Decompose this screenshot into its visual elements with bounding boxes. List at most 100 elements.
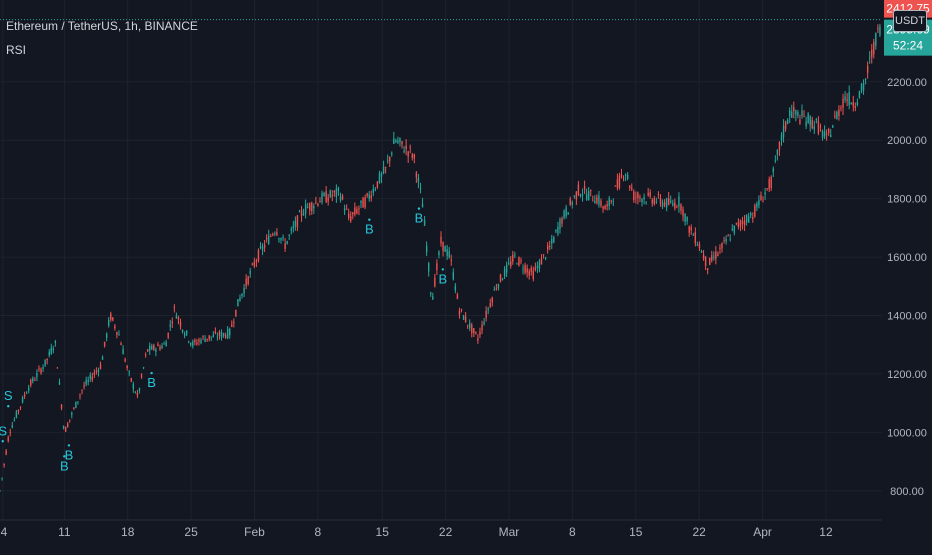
candle-body	[434, 277, 436, 287]
candle-body	[58, 382, 61, 385]
candle-body	[42, 367, 44, 369]
candle-body	[499, 274, 502, 282]
candle-body	[495, 288, 498, 290]
candle-body	[366, 193, 368, 196]
candle-body	[760, 195, 762, 201]
indicator-label[interactable]: RSI	[6, 43, 27, 57]
candle-body	[21, 397, 24, 403]
time-axis[interactable]: 4 11 18 25 Feb 8 15 22 Mar 8 15 22 Apr 12	[0, 519, 882, 539]
candle-body	[382, 166, 385, 174]
candle-body	[411, 154, 413, 158]
candle-body	[233, 322, 235, 324]
time-tick-label: 22	[439, 525, 453, 539]
candle-body	[612, 200, 614, 202]
candle-body	[858, 91, 861, 98]
candle-body	[237, 299, 239, 307]
candle-body	[583, 186, 586, 190]
candle-body	[834, 115, 836, 117]
candle-body	[620, 174, 623, 177]
candle-body	[73, 407, 75, 409]
candle-body	[614, 185, 617, 187]
candle-body	[524, 265, 526, 273]
candle-body	[421, 203, 424, 208]
candle-body	[661, 202, 664, 207]
candle-body	[9, 432, 11, 433]
candle-body	[575, 191, 578, 200]
candle-body	[146, 349, 149, 352]
candles	[0, 23, 881, 492]
candle-body	[739, 220, 742, 227]
buy-signal-label: B	[65, 447, 74, 462]
candle-body	[292, 226, 295, 229]
candle-body	[54, 340, 57, 343]
candle-body	[864, 78, 867, 80]
candle-body	[196, 342, 198, 345]
candle-body	[756, 203, 758, 208]
candle-body	[118, 334, 120, 336]
time-tick-label: 15	[629, 525, 643, 539]
candle-body	[546, 245, 549, 250]
time-tick-label: 4	[1, 525, 8, 539]
candle-body	[403, 150, 405, 153]
candle-body	[399, 138, 401, 143]
candle-body	[573, 195, 576, 197]
candle-body	[862, 83, 865, 91]
candle-body	[709, 257, 711, 265]
candle-body	[138, 388, 141, 391]
candle-body	[251, 263, 253, 265]
candle-body	[136, 393, 139, 396]
currency-unit-button[interactable]: USDT	[893, 10, 927, 32]
candle-body	[758, 200, 760, 206]
candle-body	[626, 174, 629, 179]
candle-body	[0, 490, 1, 492]
candle-body	[99, 364, 102, 369]
candle-body	[276, 232, 278, 235]
candle-body	[844, 96, 846, 100]
symbol-title[interactable]: Ethereum / TetherUS, 1h, BINANCE	[6, 19, 198, 33]
candle-body	[706, 268, 709, 270]
candle-body	[52, 348, 55, 351]
candle-body	[684, 213, 686, 222]
candle-body	[294, 220, 297, 227]
candle-body	[464, 316, 467, 323]
price-tick-label: 1400.00	[887, 311, 927, 323]
candle-body	[555, 229, 557, 232]
candle-body	[440, 236, 442, 244]
candle-body	[606, 204, 608, 207]
candle-body	[655, 201, 658, 203]
candle-body	[657, 194, 660, 196]
candle-body	[1, 477, 3, 479]
candle-body	[165, 341, 167, 347]
candle-body	[46, 358, 48, 361]
time-tick-label: 15	[376, 525, 390, 539]
candle-body	[534, 267, 537, 271]
candle-body	[89, 374, 91, 379]
candle-body	[522, 268, 524, 270]
price-axis[interactable]: 800.00 1000.00 1200.00 1400.00 1600.00 1800.0…	[882, 0, 932, 550]
candle-body	[766, 188, 768, 190]
candle-body	[290, 228, 292, 231]
candle-body	[827, 129, 830, 133]
time-tick-label: Apr	[753, 525, 772, 539]
candle-body	[690, 227, 692, 231]
candle-body	[559, 219, 561, 229]
candle-body	[825, 133, 828, 135]
candle-body	[466, 324, 469, 326]
candle-body	[674, 202, 676, 209]
candle-body	[309, 203, 311, 211]
candle-body	[48, 351, 50, 356]
candle-body	[110, 313, 112, 320]
candle-body	[134, 392, 137, 394]
candle-body	[577, 184, 580, 195]
candle-body	[702, 254, 705, 259]
candle-body	[807, 113, 809, 124]
candle-body	[692, 235, 694, 236]
candle-body	[329, 190, 331, 197]
candle-body	[378, 173, 381, 183]
candle-body	[185, 330, 188, 335]
candle-body	[643, 197, 645, 200]
candle-body	[417, 177, 420, 183]
